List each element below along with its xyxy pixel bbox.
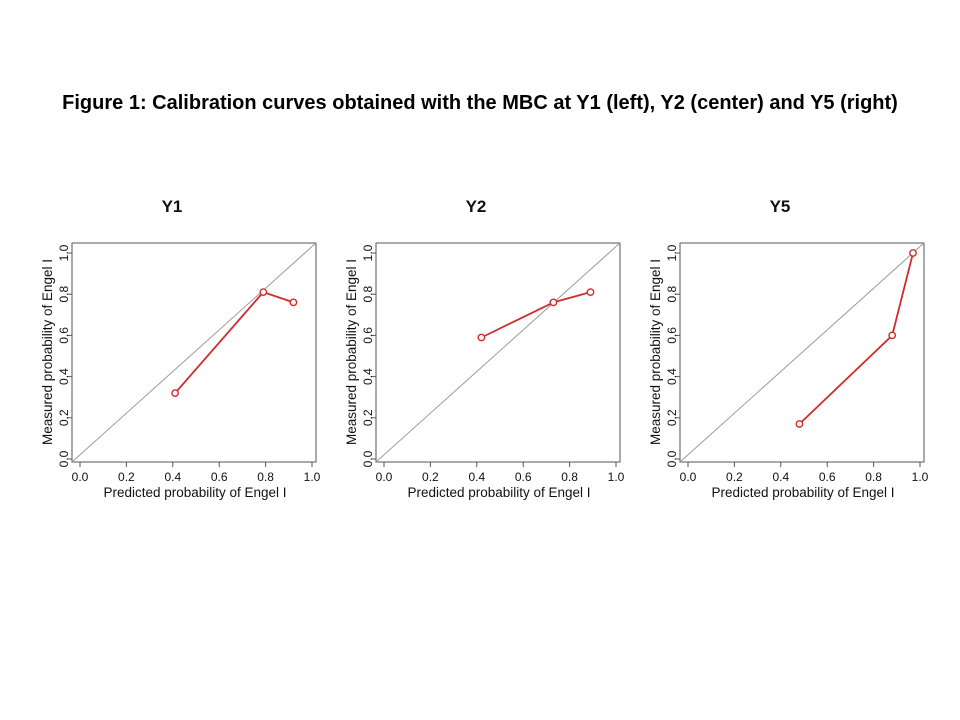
x-axis-label: Predicted probability of Engel I bbox=[103, 485, 286, 500]
x-tick-label: 0.8 bbox=[865, 470, 882, 484]
calibration-curve bbox=[798, 252, 914, 425]
figure-title: Figure 1: Calibration curves obtained wi… bbox=[62, 92, 898, 114]
chart-y2: Y2 0.0 0.2 0.4 0.6 0.8 1.0 0.0 0.2 0.4 0.6 0.8 1.0 Pr… bbox=[320, 185, 624, 520]
charts-row: Y1 0.0 0.2 0.4 0.6 0.8 1.0 0.0 0.2 0.4 0.6 0.8 1.0 Pr… bbox=[16, 185, 928, 525]
y-tick-label: 0.6 bbox=[361, 327, 375, 344]
y-tick-label: 0.8 bbox=[361, 286, 375, 303]
x-tick-label: 0.6 bbox=[211, 470, 228, 484]
y-tick-label: 0.4 bbox=[57, 368, 71, 385]
x-tick-label: 0.4 bbox=[772, 470, 789, 484]
data-point bbox=[888, 331, 897, 340]
x-tick-label: 0.0 bbox=[680, 470, 697, 484]
chart-y5: Y5 0.0 0.2 0.4 0.6 0.8 1.0 0.0 0.2 0.4 0.6 0.8 1.0 Pr… bbox=[624, 185, 928, 520]
y-tick-label: 0.2 bbox=[361, 409, 375, 426]
identity-line bbox=[375, 242, 621, 463]
x-tick-label: 0.6 bbox=[515, 470, 532, 484]
x-tick-label: 1.0 bbox=[304, 470, 320, 484]
calibration-curve bbox=[480, 291, 592, 339]
x-tick-label: 0.2 bbox=[726, 470, 743, 484]
plot-frame bbox=[679, 242, 925, 463]
y-tick-label: 0.4 bbox=[665, 368, 679, 385]
y-tick-label: 0.0 bbox=[665, 450, 679, 467]
y-tick-label: 1.0 bbox=[665, 244, 679, 261]
x-tick-label: 0.4 bbox=[164, 470, 181, 484]
plot-svg: Y1 0.0 0.2 0.4 0.6 0.8 1.0 0.0 0.2 0.4 0.6 0.8 1.0 Pr… bbox=[40, 197, 320, 500]
data-point bbox=[477, 333, 486, 342]
y-tick-label: 0.2 bbox=[665, 409, 679, 426]
y-tick-label: 1.0 bbox=[57, 244, 71, 261]
y-tick-label: 0.0 bbox=[361, 450, 375, 467]
data-point bbox=[259, 288, 268, 297]
x-tick-label: 0.8 bbox=[257, 470, 274, 484]
x-axis-label: Predicted probability of Engel I bbox=[711, 485, 894, 500]
data-point bbox=[795, 420, 804, 428]
chart-y1: Y1 0.0 0.2 0.4 0.6 0.8 1.0 0.0 0.2 0.4 0.6 0.8 1.0 Pr… bbox=[16, 185, 320, 520]
data-point bbox=[586, 288, 595, 297]
plot-title: Y1 bbox=[162, 197, 183, 216]
calibration-curve bbox=[174, 291, 295, 395]
x-tick-label: 1.0 bbox=[608, 470, 624, 484]
y-tick-label: 0.6 bbox=[665, 327, 679, 344]
y-axis-label: Measured probability of Engel I bbox=[648, 259, 663, 445]
y-tick-label: 0.8 bbox=[57, 286, 71, 303]
plot-title: Y2 bbox=[466, 197, 487, 216]
x-tick-label: 0.4 bbox=[468, 470, 485, 484]
x-tick-label: 0.2 bbox=[118, 470, 135, 484]
x-tick-label: 1.0 bbox=[912, 470, 928, 484]
y-tick-label: 0.2 bbox=[57, 409, 71, 426]
plot-frame bbox=[71, 242, 317, 463]
y-axis-label: Measured probability of Engel I bbox=[40, 259, 55, 445]
y-axis-label: Measured probability of Engel I bbox=[344, 259, 359, 445]
plot-title: Y5 bbox=[770, 197, 791, 216]
plot-frame bbox=[375, 242, 621, 463]
x-tick-label: 0.2 bbox=[422, 470, 439, 484]
y-tick-label: 0.0 bbox=[57, 450, 71, 467]
data-point bbox=[171, 389, 180, 398]
y-tick-label: 0.4 bbox=[361, 368, 375, 385]
x-tick-label: 0.0 bbox=[376, 470, 393, 484]
plot-svg: Y2 0.0 0.2 0.4 0.6 0.8 1.0 0.0 0.2 0.4 0.6 0.8 1.0 Pr… bbox=[344, 197, 624, 500]
x-tick-label: 0.6 bbox=[819, 470, 836, 484]
data-point bbox=[909, 249, 917, 257]
identity-line bbox=[679, 242, 925, 463]
x-tick-label: 0.0 bbox=[72, 470, 89, 484]
y-tick-label: 0.8 bbox=[665, 286, 679, 303]
x-tick-label: 0.8 bbox=[561, 470, 578, 484]
identity-line bbox=[71, 242, 317, 463]
y-tick-label: 0.6 bbox=[57, 327, 71, 344]
data-point bbox=[289, 298, 298, 307]
data-point bbox=[549, 298, 558, 307]
plot-svg: Y5 0.0 0.2 0.4 0.6 0.8 1.0 0.0 0.2 0.4 0.6 0.8 1.0 Pr… bbox=[648, 197, 928, 500]
x-axis-label: Predicted probability of Engel I bbox=[407, 485, 590, 500]
y-tick-label: 1.0 bbox=[361, 244, 375, 261]
